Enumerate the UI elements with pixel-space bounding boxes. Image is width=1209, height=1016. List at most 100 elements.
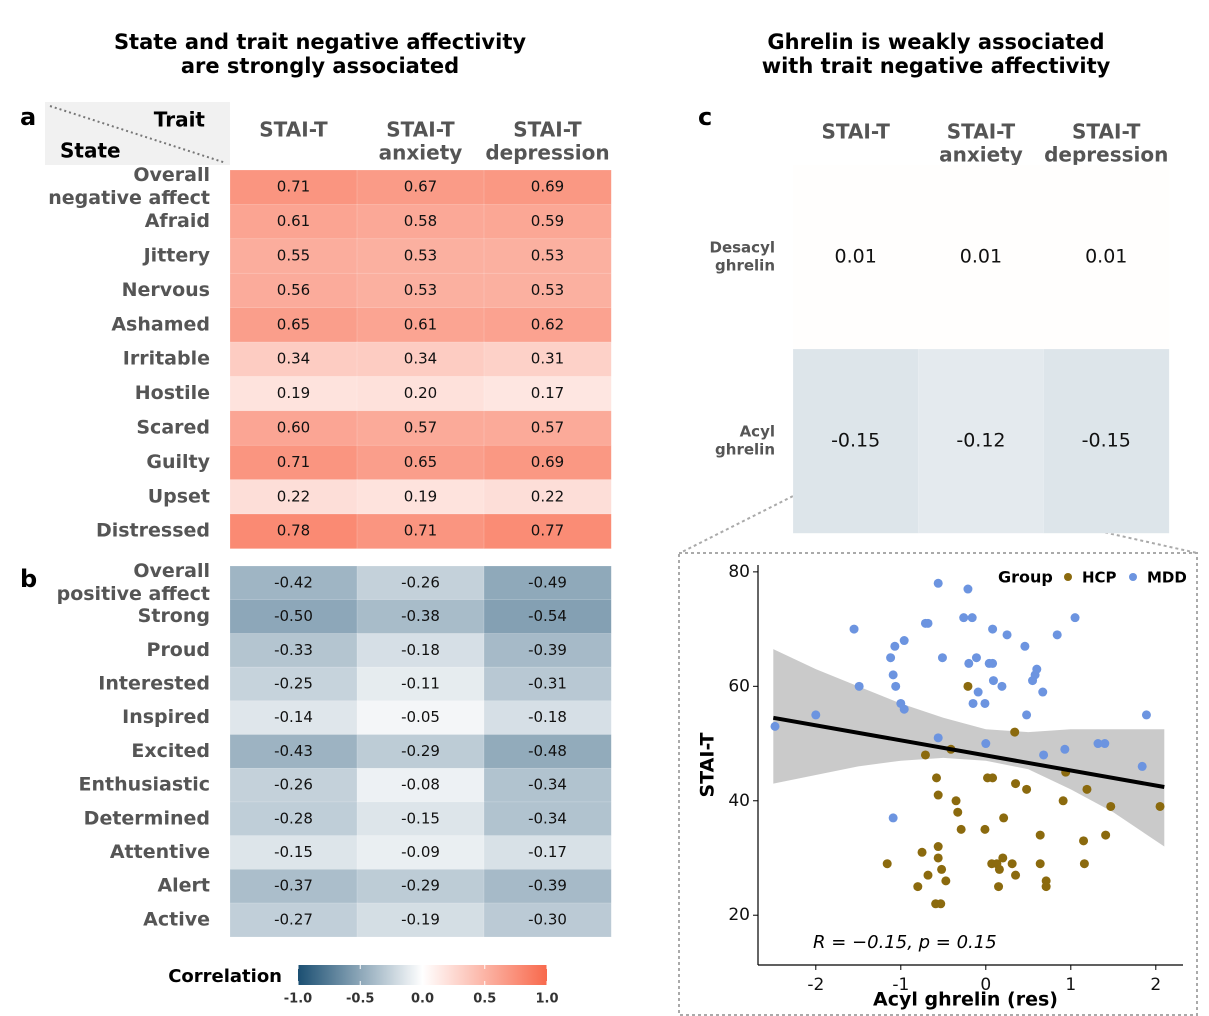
cell-label: 0.65 xyxy=(277,315,310,333)
point xyxy=(994,882,1004,892)
cell-label: -0.43 xyxy=(274,742,313,760)
column-label: depression xyxy=(485,141,609,165)
cell-label: -0.05 xyxy=(401,708,440,726)
y-axis-label: STAI-T xyxy=(697,732,719,797)
point xyxy=(882,859,892,869)
cell-label: 0.22 xyxy=(277,487,310,505)
heatmap-cell xyxy=(1043,348,1170,534)
heatmap-cell xyxy=(229,169,358,205)
row-label: Determined xyxy=(84,807,210,829)
cell-label: 0.69 xyxy=(531,453,564,471)
row-label: Enthusiastic xyxy=(79,774,210,796)
point xyxy=(997,681,1007,691)
point xyxy=(964,658,974,668)
cell-label: -0.39 xyxy=(528,641,567,659)
chart-title: with trait negative affectivity xyxy=(762,54,1111,78)
point xyxy=(988,658,998,668)
point xyxy=(988,624,998,634)
point xyxy=(1007,859,1017,869)
point xyxy=(967,613,977,623)
heatmap-cell xyxy=(229,376,358,412)
heatmap-cell xyxy=(229,341,358,377)
row-label: Scared xyxy=(136,417,210,439)
legend-marker xyxy=(1129,573,1137,581)
cell-label: 0.71 xyxy=(277,453,310,471)
cell-label: -0.49 xyxy=(528,573,567,591)
point xyxy=(888,670,898,680)
row-label: negative affect xyxy=(48,187,210,209)
column-label: anxiety xyxy=(939,143,1023,167)
cell-label: 0.71 xyxy=(404,522,437,540)
colorbar xyxy=(298,965,547,985)
row-label: Hostile xyxy=(135,382,210,404)
colorbar-tick-label: 0.0 xyxy=(411,992,434,1007)
row-label: Interested xyxy=(98,672,210,694)
cell-label: 0.61 xyxy=(277,212,310,230)
heatmap-cell xyxy=(918,348,1045,534)
cell-label: 0.22 xyxy=(531,487,564,505)
x-axis-label: Acyl ghrelin (res) xyxy=(873,989,1058,1011)
point xyxy=(953,807,963,817)
point xyxy=(849,624,859,634)
heatmap-cell xyxy=(483,801,612,837)
cell-label: -0.48 xyxy=(528,742,567,760)
point xyxy=(994,864,1004,874)
point xyxy=(1093,739,1103,749)
heatmap-cell xyxy=(229,666,358,702)
point xyxy=(998,853,1008,863)
x-tick-label: 2 xyxy=(1150,975,1161,995)
cell-label: 0.17 xyxy=(531,384,564,402)
row-label: Inspired xyxy=(122,706,210,728)
row-label: ghrelin xyxy=(715,441,775,459)
point xyxy=(971,653,981,663)
heatmap-cell xyxy=(356,272,485,309)
zoom-frame xyxy=(678,552,1198,1016)
y-tick-label: 80 xyxy=(728,562,750,582)
row-label: positive affect xyxy=(57,583,210,605)
cell-label: 0.60 xyxy=(277,419,310,437)
cell-label: -0.37 xyxy=(274,877,313,895)
point xyxy=(988,773,998,783)
panel-label: a xyxy=(20,103,36,131)
point xyxy=(936,899,946,909)
point xyxy=(920,750,930,760)
heatmap-cell xyxy=(356,565,485,601)
point xyxy=(980,824,990,834)
cell-label: -0.42 xyxy=(274,573,313,591)
cell-label: 0.56 xyxy=(277,281,310,299)
cell-label: -0.50 xyxy=(274,607,313,625)
heatmap-cell xyxy=(229,479,358,515)
cell-label: 0.01 xyxy=(834,246,876,268)
cell-label: 0.69 xyxy=(531,178,564,196)
point xyxy=(933,842,943,852)
chart-title: are strongly associated xyxy=(181,54,459,78)
point xyxy=(811,710,821,720)
cell-label: -0.18 xyxy=(401,641,440,659)
heatmap-cell xyxy=(356,341,485,377)
point xyxy=(1155,801,1165,811)
column-label: STAI-T xyxy=(947,120,1016,144)
cell-label: -0.18 xyxy=(528,708,567,726)
point xyxy=(1070,613,1080,623)
point xyxy=(1010,727,1020,737)
heatmap-cell xyxy=(483,444,612,481)
cell-label: -0.19 xyxy=(401,910,440,928)
point xyxy=(890,641,900,651)
heatmap-cell xyxy=(229,272,358,309)
heatmap-cell xyxy=(483,341,612,377)
row-label: Overall xyxy=(133,164,210,186)
column-label: depression xyxy=(1044,143,1168,167)
cell-label: -0.25 xyxy=(274,674,313,692)
point xyxy=(1039,750,1049,760)
heatmap-cell xyxy=(356,204,485,240)
heatmap-cell xyxy=(356,479,485,515)
heatmap-cell xyxy=(483,565,612,601)
cell-label: -0.34 xyxy=(528,809,567,827)
heatmap-cell xyxy=(356,700,485,736)
row-label: ghrelin xyxy=(715,257,775,275)
point xyxy=(923,618,933,628)
cell-label: 0.65 xyxy=(404,453,437,471)
row-label: Upset xyxy=(148,485,210,507)
cell-label: -0.33 xyxy=(274,641,313,659)
panel-label: b xyxy=(20,565,37,593)
